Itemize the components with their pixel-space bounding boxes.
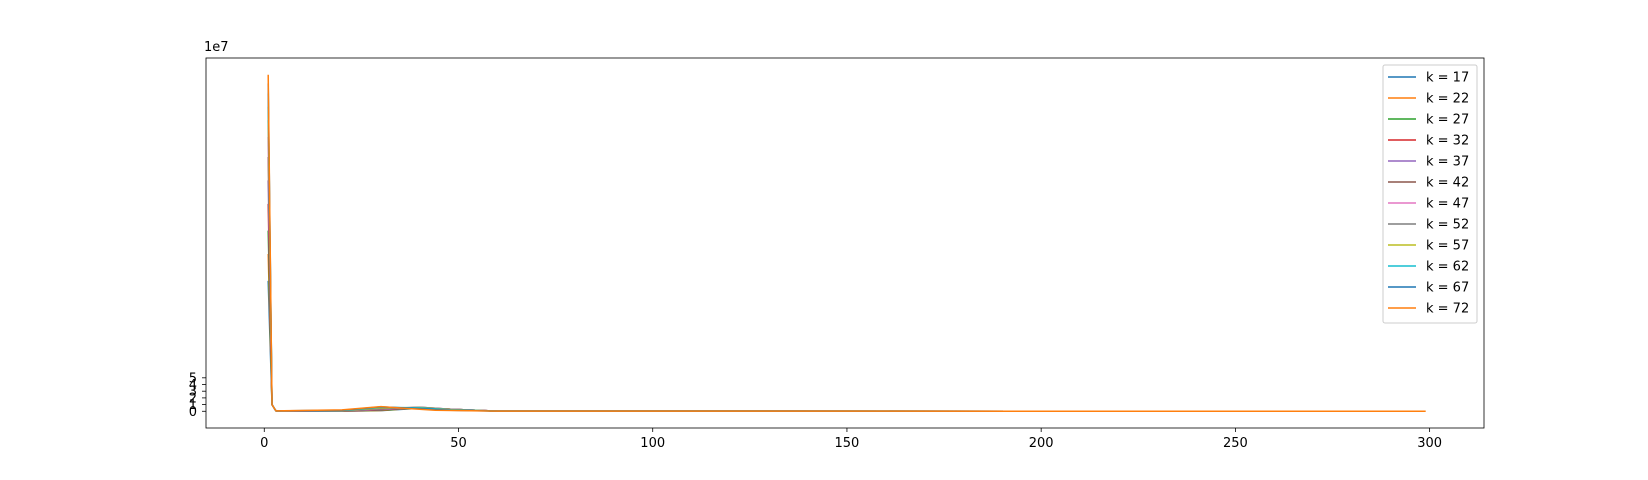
legend-label: k = 72 [1426,302,1469,317]
x-tick-label: 150 [835,436,860,451]
x-tick-label: 0 [260,436,268,451]
legend: k = 17 k = 22 k = 27 k = 32 k = 37 k = 42 k = … [1382,64,1478,324]
legend-box [1382,64,1478,324]
y-tick-label: 3 [189,385,197,400]
y-tick-label: 0 [189,405,197,420]
series-line-12 [267,74,1426,413]
y-axis-offset-label: 1e7 [204,40,229,55]
legend-label: k = 27 [1426,113,1469,128]
x-axis: 0 50 100 150 200 250 300 [260,428,1442,451]
legend-label: k = 52 [1426,218,1469,233]
legend-label: k = 22 [1426,92,1469,107]
legend-label: k = 47 [1426,197,1469,212]
x-tick-label: 100 [640,436,665,451]
x-tick-label: 200 [1029,436,1054,451]
axes-frame [205,57,1485,429]
y-tick-label: 2 [189,391,197,406]
y-tick-label: 4 [189,378,197,393]
legend-label: k = 67 [1426,281,1469,296]
plot-area [267,74,1426,413]
x-tick-label: 300 [1417,436,1442,451]
x-tick-label: 250 [1223,436,1248,451]
y-tick-label: 1 [189,398,197,413]
legend-label: k = 32 [1426,134,1469,149]
y-tick-label: 5 [189,371,197,386]
x-tick-label: 50 [450,436,467,451]
legend-label: k = 37 [1426,155,1469,170]
legend-label: k = 62 [1426,260,1469,275]
legend-label: k = 42 [1426,176,1469,191]
legend-label: k = 57 [1426,239,1469,254]
legend-label: k = 17 [1426,71,1469,86]
